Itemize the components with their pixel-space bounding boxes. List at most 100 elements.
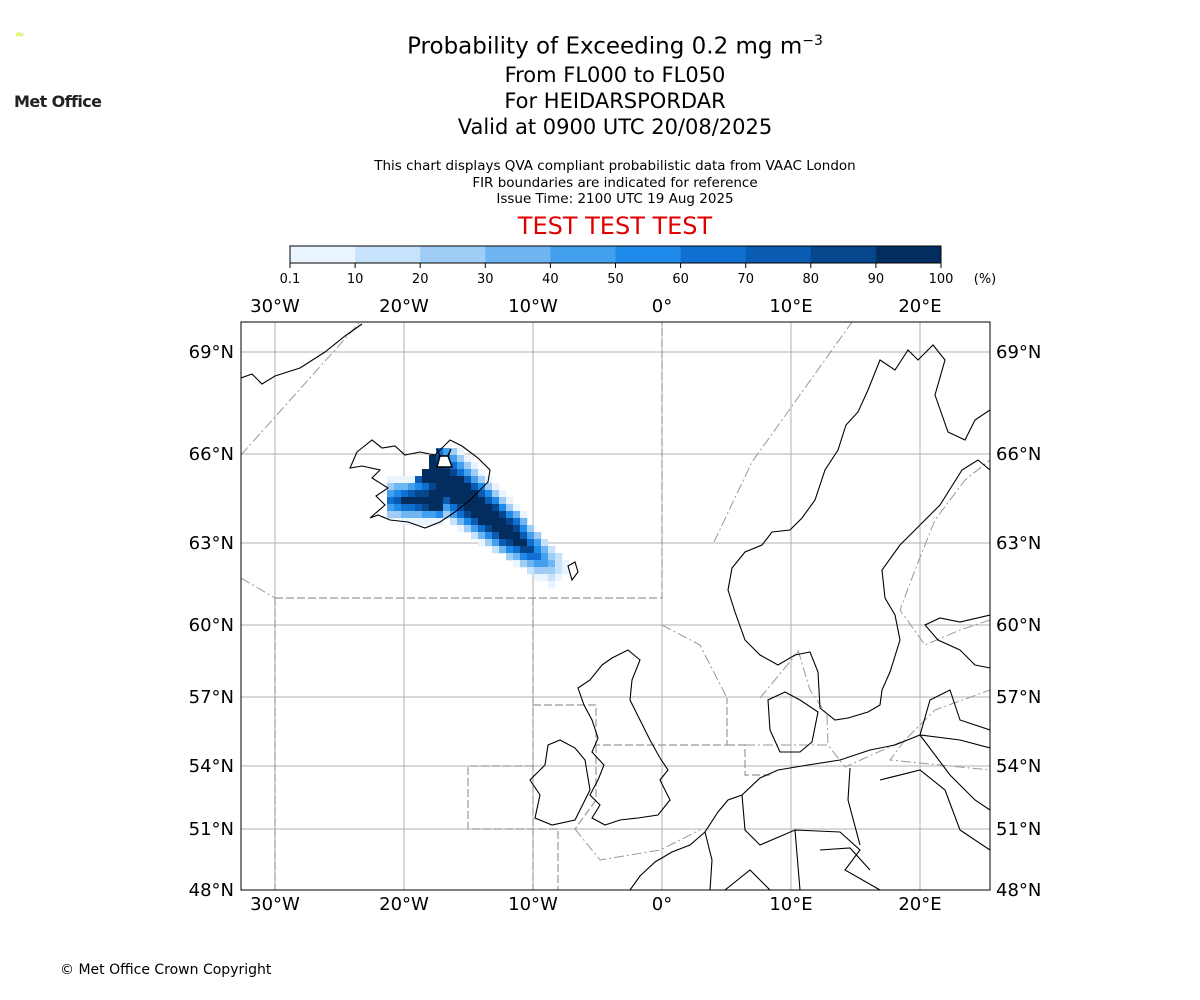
lon-label-bottom: 10°E <box>769 894 812 915</box>
plume-cell <box>464 504 472 512</box>
plume-cell <box>485 518 493 526</box>
plume-cell <box>422 504 430 512</box>
plume-cell <box>555 553 563 561</box>
lat-label-right: 60°N <box>996 615 1041 636</box>
lon-label-bottom: 10°W <box>508 894 558 915</box>
plume-cell <box>457 511 465 519</box>
plume-cell <box>499 525 507 533</box>
plume-cell <box>492 483 500 491</box>
plume-cell <box>450 497 458 505</box>
plume-cell <box>422 476 430 484</box>
plume-cell <box>464 483 472 491</box>
plume-cell <box>457 518 465 526</box>
plume-cell <box>422 518 430 526</box>
plume-cell <box>415 490 423 498</box>
plume-cell <box>471 504 479 512</box>
plume-cell <box>492 504 500 512</box>
plume-cell <box>506 553 514 561</box>
plume-cell <box>478 483 486 491</box>
logo-text: Met Office <box>14 92 102 111</box>
lat-label-left: 54°N <box>189 756 234 777</box>
plume-cell <box>520 511 528 519</box>
plume-cell <box>450 483 458 491</box>
plume-cell <box>506 511 514 519</box>
plume-cell <box>471 532 479 540</box>
plume-cell <box>443 490 451 498</box>
plume-cell <box>436 469 444 477</box>
lat-label-right: 54°N <box>996 756 1041 777</box>
plume-cell <box>478 497 486 505</box>
lat-label-right: 51°N <box>996 819 1041 840</box>
flight-level-range: From FL000 to FL050 <box>504 62 726 87</box>
lon-label-top: 20°W <box>379 296 429 317</box>
plume-cell <box>471 490 479 498</box>
plume-cell <box>499 504 507 512</box>
lat-label-left: 48°N <box>189 880 234 901</box>
plume-cell <box>506 525 514 533</box>
plume-cell <box>408 518 416 526</box>
subtitle-line-1: This chart displays QVA compliant probab… <box>374 158 856 174</box>
plume-cell <box>457 455 465 463</box>
plume-cell <box>422 497 430 505</box>
plume-cell <box>485 525 493 533</box>
plume-cell <box>457 497 465 505</box>
plume-cell <box>464 525 472 533</box>
plume-cell <box>541 560 549 568</box>
lon-label-bottom: 20°W <box>379 894 429 915</box>
plume-cell <box>408 476 416 484</box>
plume-cell <box>401 490 409 498</box>
plume-cell <box>499 532 507 540</box>
plume-cell <box>513 560 521 568</box>
issue-time: Issue Time: 2100 UTC 19 Aug 2025 <box>496 191 734 207</box>
plume-cell <box>394 511 402 519</box>
plume-cell <box>464 497 472 505</box>
lat-label-left: 60°N <box>189 615 234 636</box>
plume-cell <box>436 511 444 519</box>
plume-cell <box>429 490 437 498</box>
title-block: Probability of Exceeding 0.2 mg m−3 From… <box>0 26 1200 140</box>
plume-cell <box>429 504 437 512</box>
plume-cell <box>429 511 437 519</box>
valid-time: Valid at 0900 UTC 20/08/2025 <box>457 114 773 139</box>
plume-cell <box>499 511 507 519</box>
plume-cell <box>485 504 493 512</box>
plume-cell <box>464 518 472 526</box>
plume-cell <box>471 511 479 519</box>
plume-cell <box>401 511 409 519</box>
plume-cell <box>555 567 563 575</box>
plume-cell <box>471 483 479 491</box>
plume-cell <box>478 490 486 498</box>
plume-cell <box>548 560 556 568</box>
plume-cell <box>478 476 486 484</box>
plume-cell <box>436 497 444 505</box>
fir-boundaries <box>274 322 770 890</box>
plume-cell <box>534 539 542 547</box>
plume-cell <box>492 518 500 526</box>
plume-cell <box>387 504 395 512</box>
plume-cell <box>429 462 437 470</box>
plume-cell <box>429 497 437 505</box>
plume-cell <box>541 553 549 561</box>
plume-cell <box>485 497 493 505</box>
plume-cell <box>471 476 479 484</box>
subtitle-line-2: FIR boundaries are indicated for referen… <box>472 174 758 191</box>
plume-cell <box>408 511 416 519</box>
subtitle-block: This chart displays QVA compliant probab… <box>0 158 1200 208</box>
plume-cell <box>471 518 479 526</box>
plume-cell <box>457 448 465 456</box>
copyright: © Met Office Crown Copyright <box>60 962 272 978</box>
plume-cell <box>436 504 444 512</box>
plume-cell <box>520 532 528 540</box>
plume-cell <box>401 504 409 512</box>
plume-cell <box>527 532 535 540</box>
plume-cell <box>513 511 521 519</box>
plume-cell <box>443 511 451 519</box>
plume-cell <box>471 525 479 533</box>
plume-cell <box>548 581 556 589</box>
plume-cell <box>387 483 395 491</box>
lon-label-top: 30°W <box>250 296 300 317</box>
plume-cell <box>436 483 444 491</box>
plume-cell <box>457 469 465 477</box>
plume-cell <box>450 504 458 512</box>
